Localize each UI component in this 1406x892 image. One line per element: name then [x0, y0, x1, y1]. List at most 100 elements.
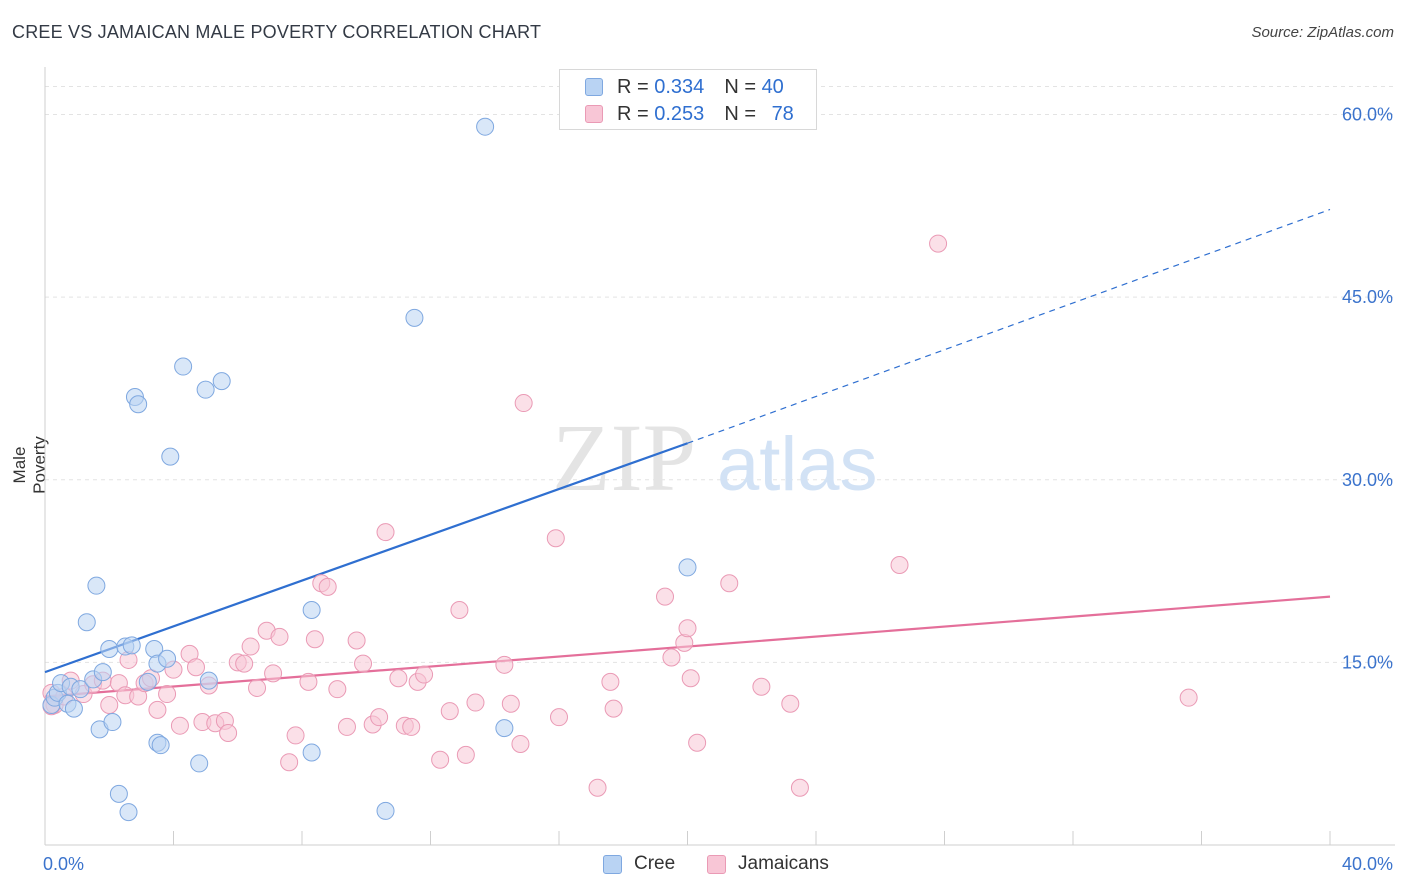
cree-point [196, 380, 215, 399]
jamaicans-point [100, 695, 119, 714]
jamaicans-point [186, 658, 205, 677]
y-tick-label: 60.0% [1342, 105, 1393, 125]
jamaicans-point [546, 529, 565, 548]
jamaicans-point [588, 778, 607, 797]
r-label: R = [617, 102, 655, 125]
jamaicans-point [501, 694, 520, 713]
n-label: N = [724, 102, 762, 125]
jamaicans-point [376, 523, 395, 542]
r-value: 0.334 [654, 75, 705, 98]
cree-trend-line [44, 442, 688, 674]
stats-legend: R = 0.334 N = 40 R = 0.253 N = 78 [559, 69, 817, 130]
jamaicans-point [219, 723, 238, 742]
jamaicans-point [681, 669, 700, 688]
jamaicans-point [601, 672, 620, 691]
grid-lines [45, 86, 1395, 663]
jamaicans-point [456, 745, 475, 764]
jamaicans-point [929, 234, 948, 253]
jamaicans-point [337, 717, 356, 736]
bottom-legend-jamaicans: Jamaicans [707, 852, 829, 876]
jamaicans-point [466, 693, 485, 712]
cree-point [302, 743, 321, 762]
jamaicans-point [752, 677, 771, 696]
jamaicans-point [280, 753, 299, 772]
cree-point [109, 784, 128, 803]
r-label: R = [617, 75, 655, 98]
cree-point [122, 636, 141, 655]
jamaicans-point [450, 601, 469, 620]
cree-point [190, 754, 209, 773]
cree-swatch [585, 78, 603, 96]
cree-point [476, 117, 495, 136]
jamaicans-point [662, 648, 681, 667]
cree-point [199, 671, 218, 690]
jamaicans-point [148, 700, 167, 719]
source-note: Source: ZipAtlas.com [1251, 24, 1394, 41]
jamaicans-point [347, 631, 366, 650]
cree-point [103, 713, 122, 732]
n-label: N = [724, 75, 762, 98]
cree-point [77, 613, 96, 632]
jamaicans-point [389, 669, 408, 688]
cree-swatch [603, 854, 622, 874]
y-tick-label: 15.0% [1342, 652, 1393, 672]
jamaicans-point [235, 654, 254, 673]
data-points [42, 117, 1198, 822]
jamaicans-point [550, 708, 568, 727]
jamaicans-point [790, 778, 809, 797]
cree-point [302, 601, 321, 620]
tick-labels: 15.0% 30.0% 45.0% 60.0% 0.0% 40.0% [43, 105, 1393, 874]
cree-point [405, 308, 424, 327]
cree-point [138, 672, 157, 691]
jamaicans-point [656, 587, 675, 606]
jamaicans-point [354, 654, 373, 673]
jamaicans-point [511, 734, 530, 753]
cree-point [87, 576, 106, 595]
cree-trend-extension [687, 208, 1331, 444]
jamaicans-point [264, 664, 283, 683]
watermark: ZIP atlas [552, 404, 878, 511]
legend-row-cree: R = 0.334 N = 40 [585, 75, 784, 99]
jamaicans-point [158, 685, 177, 704]
jamaicans-point [328, 680, 347, 699]
cree-point [151, 736, 170, 755]
jamaicans-point [415, 665, 434, 684]
jamaicans-point [781, 694, 800, 713]
x-tick-label: 0.0% [43, 854, 84, 874]
jamaicans-swatch [585, 105, 603, 123]
chart-title: CREE VS JAMAICAN MALE POVERTY CORRELATIO… [12, 22, 542, 42]
jamaicans-point [1179, 688, 1198, 707]
watermark-atlas: atlas [717, 422, 878, 507]
watermark-zip: ZIP [552, 404, 696, 511]
n-value: 78 [771, 102, 794, 125]
cree-point [100, 639, 119, 658]
jamaicans-point [440, 702, 459, 721]
jamaicans-point [514, 394, 533, 413]
cree-point [678, 558, 697, 577]
cree-point [376, 801, 395, 820]
jamaicans-point [170, 716, 189, 735]
cree-point [129, 395, 148, 414]
jamaicans-point [270, 627, 289, 646]
jamaicans-point [688, 733, 707, 752]
jamaicans-point [495, 655, 514, 674]
cree-point [161, 447, 180, 466]
n-value: 40 [761, 75, 784, 98]
cree-point [119, 803, 138, 822]
jamaicans-point [318, 577, 337, 596]
jamaicans-point [431, 750, 450, 769]
jamaicans-point [675, 633, 694, 652]
cree-point [174, 357, 193, 376]
jamaicans-point [299, 672, 318, 691]
cree-point [212, 372, 231, 391]
jamaicans-point [286, 726, 305, 745]
jamaicans-point [890, 555, 909, 574]
y-tick-label: 45.0% [1342, 287, 1393, 307]
jamaicans-swatch [707, 854, 726, 874]
jamaicans-point [305, 630, 324, 649]
bottom-legend-label: Jamaicans [738, 853, 829, 874]
bottom-legend-label: Cree [634, 853, 676, 874]
cree-point [93, 663, 112, 682]
jamaicans-point [241, 637, 260, 656]
